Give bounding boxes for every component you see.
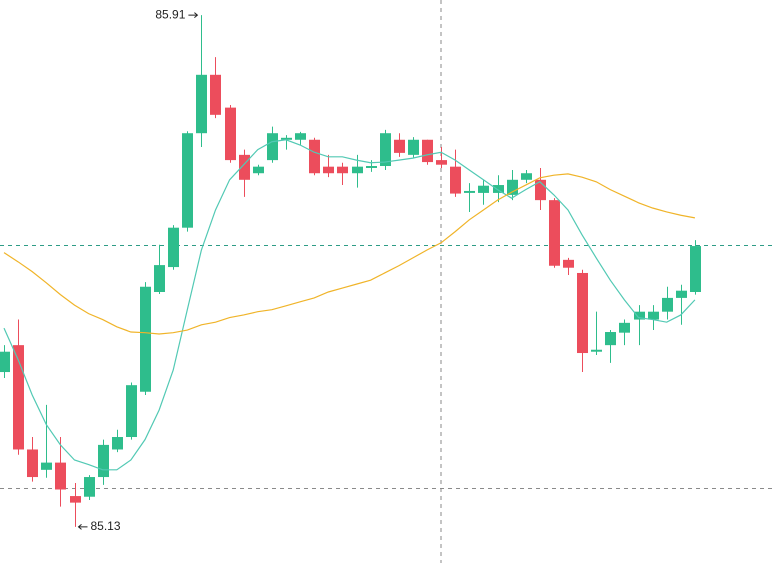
candle-body: [98, 444, 109, 478]
candle-body: [239, 154, 250, 180]
candle-body: [55, 462, 66, 490]
candle-body: [493, 185, 504, 193]
candle-body: [690, 246, 701, 292]
moving-average-line: [3, 139, 696, 471]
candle-body: [13, 345, 24, 450]
candle-body: [478, 185, 489, 193]
candle-body: [70, 496, 81, 503]
candle-body: [634, 311, 645, 320]
candle-body: [464, 190, 475, 193]
candle-body: [112, 437, 123, 450]
candle-body: [619, 322, 630, 333]
candle-body: [323, 166, 334, 174]
candle-body: [507, 179, 518, 195]
low-annotation: 85.13: [91, 519, 121, 533]
candle-body: [0, 351, 10, 373]
candle-body: [394, 139, 405, 153]
candle-body: [577, 272, 588, 354]
annotation-arrow: [77, 524, 88, 530]
candle-body: [225, 107, 236, 161]
candle-body: [168, 227, 179, 268]
candle-body: [84, 477, 95, 497]
moving-average-line: [3, 173, 696, 335]
candle-body: [549, 200, 560, 266]
candle-body: [182, 133, 193, 228]
candle-body: [648, 311, 659, 320]
candle-body: [309, 139, 320, 174]
candle-body: [126, 385, 137, 438]
candle-body: [676, 290, 687, 298]
candle-body: [422, 139, 433, 163]
candle-body: [295, 133, 306, 140]
candle-body: [210, 74, 221, 115]
candle-body: [535, 179, 546, 201]
candle-body: [196, 74, 207, 134]
candle-body: [591, 349, 602, 352]
candle-body: [27, 449, 38, 478]
candle-body: [436, 160, 447, 165]
candle-body: [281, 137, 292, 140]
candle-body: [408, 139, 419, 155]
candle-body: [521, 173, 532, 180]
candle-body: [267, 133, 278, 161]
candle-body: [366, 166, 377, 168]
candle-body: [605, 332, 616, 346]
candle-body: [662, 297, 673, 312]
candle-body: [154, 265, 165, 292]
high-annotation: 85.91: [155, 7, 185, 21]
annotation-arrow: [188, 12, 199, 18]
candle-body: [253, 166, 264, 174]
candle-body: [140, 286, 151, 392]
candle-body: [563, 259, 574, 268]
candles: [0, 15, 701, 527]
candle-body: [41, 462, 52, 470]
candle-body: [337, 166, 348, 174]
candle-body: [450, 166, 461, 194]
candle-body: [380, 133, 391, 167]
candle-body: [352, 166, 363, 174]
